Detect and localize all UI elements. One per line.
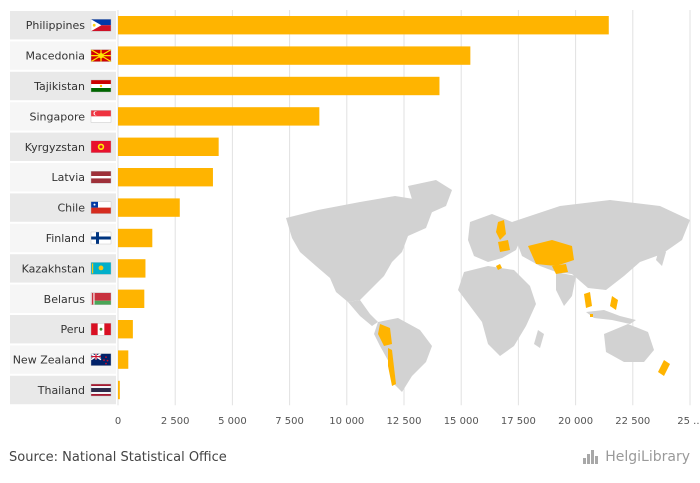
bar[interactable] — [118, 380, 120, 400]
category-label: Tajikistan — [33, 80, 85, 93]
bars — [118, 16, 609, 400]
map-highlight-philippines — [610, 296, 618, 310]
map-madagascar — [534, 330, 544, 348]
brand-name: HelgiLibrary — [605, 449, 690, 465]
bar[interactable] — [118, 228, 153, 248]
category-label: Finland — [46, 232, 85, 245]
category-label: Thailand — [37, 384, 85, 397]
x-tick-label: 5 000 — [218, 416, 247, 427]
flag-icon — [90, 352, 112, 366]
bar[interactable] — [118, 320, 133, 339]
flag-icon — [90, 19, 112, 32]
category-label: Philippines — [26, 19, 86, 32]
map-highlight-singapore — [590, 314, 593, 317]
x-tick-label: 20 000 — [558, 416, 593, 427]
flag-icon — [90, 140, 112, 154]
world-map — [286, 180, 690, 392]
x-tick-label: 7 500 — [275, 416, 304, 427]
map-europe — [468, 214, 522, 262]
bar[interactable] — [118, 168, 213, 187]
category-labels: Philippines Macedonia Tajikistan Singapore K… — [13, 19, 86, 397]
bar[interactable] — [118, 76, 440, 96]
bar[interactable] — [118, 289, 145, 308]
map-central-america — [348, 300, 378, 326]
flag-icon — [90, 262, 112, 275]
category-label: Belarus — [44, 293, 86, 306]
bar[interactable] — [118, 16, 609, 35]
bar[interactable] — [118, 259, 146, 278]
flag-icon — [90, 170, 112, 184]
category-label: Kazakhstan — [22, 262, 85, 275]
flag-icon — [90, 79, 112, 93]
map-highlight-chile — [388, 348, 396, 386]
map-greenland — [408, 180, 452, 214]
map-india — [556, 272, 576, 306]
map-australia — [604, 324, 654, 362]
map-africa — [458, 266, 536, 356]
x-tick-label: 17 500 — [501, 416, 536, 427]
bar[interactable] — [118, 137, 219, 156]
category-label: Latvia — [52, 171, 86, 184]
source-note: Source: National Statistical Office — [9, 450, 227, 465]
bar[interactable] — [118, 350, 129, 369]
bar[interactable] — [118, 46, 471, 65]
category-label: Peru — [60, 323, 85, 336]
map-highlight-finland — [496, 220, 506, 240]
flag-icon — [90, 49, 112, 63]
x-tick-labels: 0 2 500 5 000 7 500 10 000 12 500 15 000 17 500… — [115, 416, 700, 427]
flag-icon — [90, 201, 112, 214]
flags — [90, 19, 112, 397]
library-icon — [583, 450, 601, 464]
map-highlight-kazakhstan — [528, 240, 574, 266]
x-tick-label: 25 ... — [677, 416, 700, 427]
category-label: Singapore — [30, 110, 86, 123]
map-highlight-kyrgyzstan-tajikistan — [552, 264, 568, 274]
flag-icon — [90, 292, 112, 305]
map-highlight-new-zealand — [658, 360, 670, 376]
map-japan — [656, 246, 666, 266]
x-tick-label: 0 — [115, 416, 121, 427]
bar[interactable] — [118, 198, 180, 217]
flag-icon — [90, 110, 112, 123]
x-tick-label: 10 000 — [329, 416, 364, 427]
map-indonesia — [586, 310, 636, 324]
category-label: Macedonia — [25, 50, 85, 63]
row-bands — [10, 11, 116, 405]
map-highlight-thailand — [584, 292, 592, 308]
category-label: New Zealand — [13, 354, 85, 367]
map-highlight-latvia-belarus — [498, 240, 510, 252]
map-highlight-macedonia — [496, 264, 502, 270]
bar[interactable] — [118, 107, 320, 126]
flag-icon — [90, 323, 112, 336]
flag-icon — [90, 383, 112, 397]
category-label: Kyrgyzstan — [25, 141, 85, 154]
x-tick-label: 22 500 — [615, 416, 650, 427]
category-label: Chile — [57, 202, 85, 215]
flag-icon — [90, 231, 112, 245]
x-tick-label: 15 000 — [444, 416, 479, 427]
x-tick-label: 12 500 — [387, 416, 422, 427]
map-highlight-peru — [378, 324, 392, 346]
x-tick-label: 2 500 — [161, 416, 190, 427]
map-north-america — [286, 196, 432, 302]
brand-logo[interactable]: HelgiLibrary — [583, 449, 690, 465]
